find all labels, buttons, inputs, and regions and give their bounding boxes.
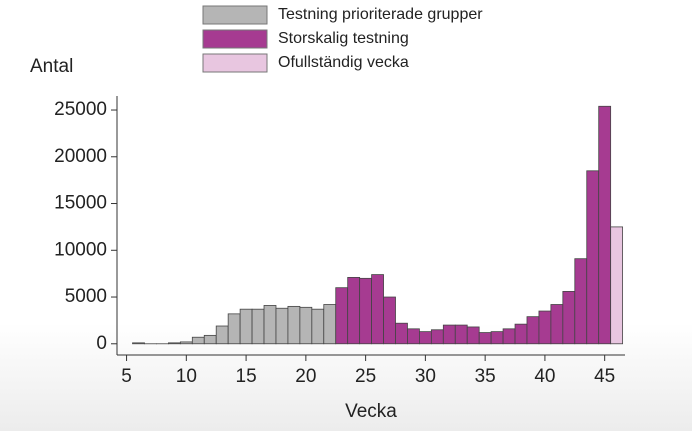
x-tick-label: 40 <box>534 366 555 387</box>
bar <box>478 332 492 345</box>
bar <box>132 342 145 345</box>
bar <box>514 323 528 345</box>
bar <box>586 170 600 345</box>
bar <box>419 331 432 345</box>
bar <box>167 342 181 345</box>
x-tick-label: 35 <box>475 366 496 387</box>
bar <box>191 336 205 345</box>
legend-label: Storskalig testning <box>278 30 409 47</box>
x-tick-label: 45 <box>594 366 615 387</box>
bar <box>550 304 564 345</box>
bar <box>359 277 372 345</box>
bar <box>490 331 504 345</box>
y-tick-label: 10000 <box>54 239 107 260</box>
bar <box>371 274 384 345</box>
legend-label: Testning prioriterade grupper <box>278 6 483 23</box>
bar <box>442 324 456 345</box>
bar <box>538 310 552 345</box>
legend-swatch <box>202 5 268 25</box>
x-axis-label: Vecka <box>345 401 397 422</box>
bar <box>454 324 468 345</box>
bar <box>598 105 612 345</box>
bar <box>383 296 396 345</box>
bar <box>251 308 265 345</box>
y-tick-label: 5000 <box>65 286 107 307</box>
bar <box>203 334 217 345</box>
bar <box>179 341 193 345</box>
bar <box>395 322 408 345</box>
bar <box>299 306 313 345</box>
bar <box>430 329 444 345</box>
bar <box>227 313 241 345</box>
x-tick-label: 20 <box>295 366 316 387</box>
bar <box>263 305 277 345</box>
y-axis-label: Antal <box>30 56 73 77</box>
bar <box>574 258 588 345</box>
y-tick-label: 20000 <box>54 146 107 167</box>
bar <box>347 276 361 345</box>
x-tick-label: 10 <box>176 366 197 387</box>
legend-swatch <box>202 53 268 73</box>
bar <box>610 226 624 345</box>
y-tick-label: 15000 <box>54 193 107 214</box>
x-tick-label: 25 <box>355 366 376 387</box>
y-tick-label: 25000 <box>54 99 107 120</box>
x-tick-label: 30 <box>415 366 436 387</box>
bar <box>335 287 349 345</box>
bar <box>562 291 576 345</box>
x-tick-label: 5 <box>121 366 132 387</box>
legend-swatch <box>202 29 268 49</box>
bar <box>323 304 337 345</box>
bar <box>526 316 540 345</box>
bar <box>215 325 229 345</box>
bar <box>407 328 420 345</box>
bar <box>275 307 289 345</box>
bar <box>466 326 480 345</box>
bar <box>239 308 253 345</box>
legend-label: Ofullständig vecka <box>278 54 409 71</box>
bar <box>502 328 516 345</box>
x-tick-label: 15 <box>236 366 257 387</box>
bar <box>311 308 325 345</box>
bar <box>287 305 301 345</box>
y-tick-label: 0 <box>96 333 107 354</box>
